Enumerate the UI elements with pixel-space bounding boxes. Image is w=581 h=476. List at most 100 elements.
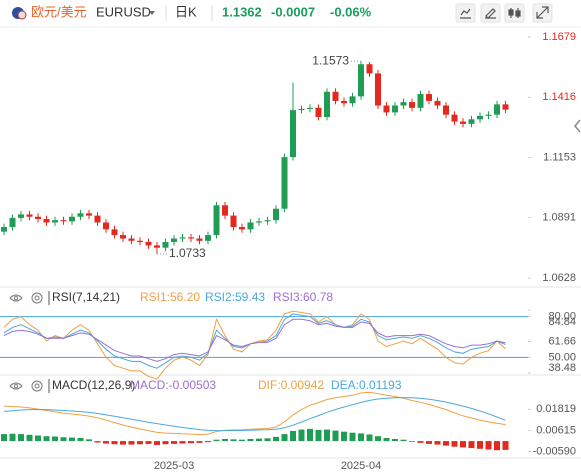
candle-body	[239, 227, 245, 230]
candle-body	[230, 215, 237, 228]
candle-body	[1, 227, 7, 232]
candle-body	[477, 115, 483, 120]
symbol[interactable]: EURUSD	[96, 4, 151, 19]
macd-bar	[281, 434, 288, 442]
legend-label: RSI3:60.78	[273, 290, 333, 304]
tool-button[interactable]	[480, 3, 501, 23]
candle-body	[290, 110, 296, 158]
candle-body	[35, 216, 41, 220]
macd-bar	[307, 428, 313, 442]
macd-bar	[341, 431, 347, 442]
candle-body	[349, 96, 356, 104]
candle-body	[426, 94, 432, 101]
tool-button[interactable]	[455, 3, 476, 23]
candle-body	[281, 157, 288, 209]
y-tick-label: 0.00615	[536, 424, 576, 436]
indicator-line	[3, 397, 506, 432]
eye-icon[interactable]	[9, 382, 23, 390]
macd-bar	[162, 441, 169, 445]
macd-bar	[230, 439, 237, 442]
candle-body	[162, 241, 169, 248]
macd-bar	[171, 441, 177, 444]
macd-bar	[1, 434, 7, 442]
candle-body	[60, 220, 67, 222]
indicator-line	[3, 313, 506, 369]
macd-bar	[43, 436, 50, 442]
macd-bar	[392, 438, 398, 442]
y-tick-label: 80.00	[548, 310, 576, 322]
macd-bar	[120, 441, 126, 445]
macd-bar	[60, 437, 67, 442]
candle-body	[264, 220, 271, 222]
candle-body	[451, 114, 458, 122]
tool-icon	[460, 8, 471, 19]
change: -0.0007	[271, 4, 315, 19]
toolbar	[455, 3, 553, 23]
macd-bar	[485, 441, 492, 450]
eye-icon[interactable]	[9, 294, 23, 302]
candle-body	[52, 220, 58, 223]
candle-body	[137, 240, 143, 242]
gear-icon[interactable]	[31, 292, 43, 304]
y-tick-label: 84.84	[548, 316, 576, 328]
period[interactable]: 日K	[175, 4, 197, 19]
candle-body	[179, 237, 186, 239]
legend-label: DEA:0.01193	[331, 378, 402, 392]
macd-bar	[188, 441, 194, 444]
tool-button[interactable]	[504, 3, 525, 23]
macd-bar	[18, 434, 24, 442]
flag-icon	[17, 10, 27, 20]
macd-bar	[366, 434, 373, 442]
candle-body	[494, 104, 500, 115]
candle-body	[128, 238, 135, 241]
indicator-line	[3, 318, 506, 362]
macd-bar	[103, 441, 109, 444]
candle-body	[145, 241, 152, 246]
macd-bar	[9, 433, 16, 442]
gear-icon[interactable]	[31, 380, 43, 392]
macd-bar	[94, 441, 101, 443]
macd-bar	[137, 441, 143, 445]
eye-icon	[13, 295, 19, 301]
y-tick-label: 1.1679	[542, 31, 576, 43]
macd-bar	[264, 438, 271, 442]
macd-bar	[273, 436, 279, 442]
y-tick-label: 1.0628	[542, 272, 576, 284]
panel-title: MACD(12,26,9)	[52, 378, 135, 392]
candle-body	[434, 100, 441, 106]
macd-bar	[239, 439, 245, 442]
dropdown-arrow[interactable]	[149, 11, 155, 15]
candle-body	[460, 121, 466, 124]
macd-bar	[179, 441, 186, 444]
candle-body	[171, 238, 177, 242]
tool-icon	[508, 9, 514, 16]
y-tick-label: 38.48	[548, 362, 576, 374]
collapse-arrow[interactable]	[574, 119, 581, 133]
tool-icon	[536, 6, 549, 19]
macd-bar	[145, 441, 152, 444]
macd-header	[9, 379, 50, 393]
y-tick-label: 61.66	[548, 335, 576, 347]
candle-body	[307, 107, 313, 109]
tool-icon	[515, 10, 521, 17]
x-tick-label: 2025-04	[341, 460, 381, 472]
candle-body	[468, 119, 475, 124]
macd-bar	[86, 439, 92, 442]
pair-name[interactable]: 欧元/美元	[31, 4, 87, 19]
low-annotation: 1.0733	[169, 246, 206, 260]
high-annotation: 1.1573	[312, 53, 349, 67]
macd-bar	[451, 441, 458, 447]
indicator-line	[3, 310, 506, 380]
rsi-header	[9, 291, 50, 305]
macd-bar	[69, 437, 75, 442]
candle-body	[94, 215, 101, 223]
eye-icon	[13, 383, 19, 389]
y-tick-label: 1.0891	[542, 212, 576, 224]
candle-body	[213, 205, 220, 236]
y-tick-label: -0.00590	[533, 445, 576, 457]
tool-icon	[485, 8, 496, 19]
candle-body	[341, 100, 347, 104]
candle-body	[86, 213, 92, 216]
